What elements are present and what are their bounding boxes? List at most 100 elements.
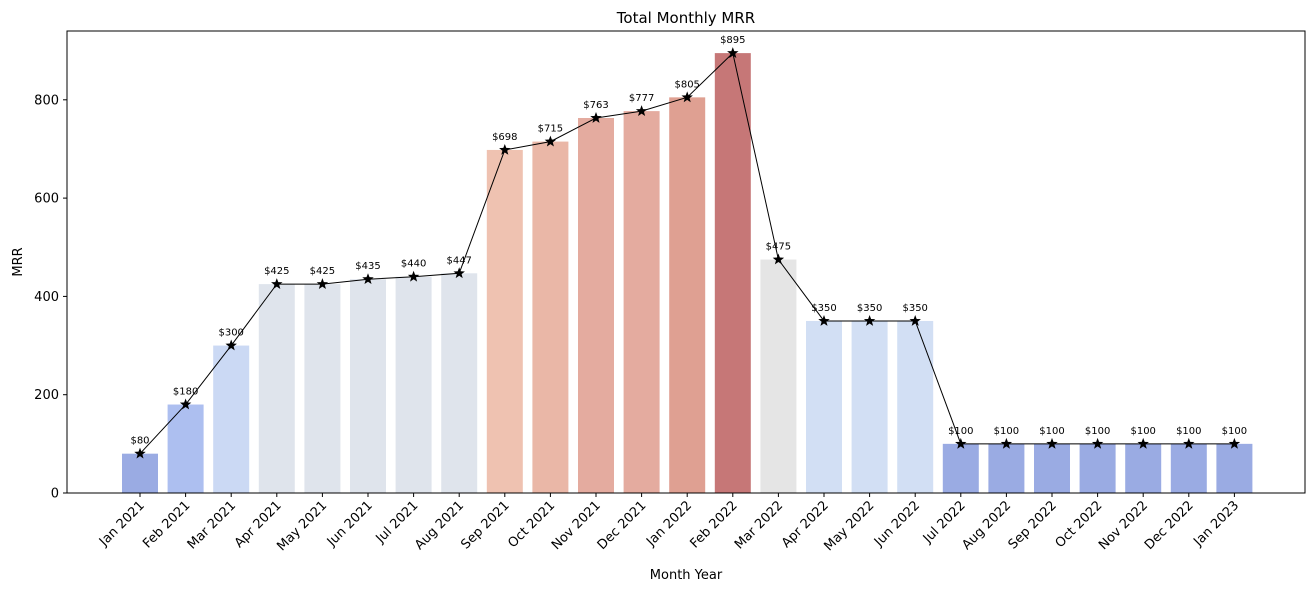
point-marker-6	[407, 270, 420, 282]
bars-layer	[122, 53, 1253, 494]
y-tick-label-3: 600	[34, 192, 59, 207]
bar-1	[167, 404, 204, 493]
bar-5	[350, 279, 386, 493]
point-marker-17	[909, 314, 921, 326]
bar-22	[1125, 443, 1162, 493]
point-marker-19	[1000, 437, 1013, 449]
point-marker-7	[453, 267, 465, 279]
data-label-5: $435	[355, 261, 380, 272]
point-marker-5	[362, 273, 374, 285]
bar-10	[578, 117, 614, 493]
bar-4	[304, 284, 341, 493]
data-label-23: $100	[1176, 426, 1201, 437]
point-marker-12	[681, 91, 693, 103]
x-tick-label-16: May 2022	[822, 498, 878, 554]
bar-13	[714, 53, 751, 494]
bar-16	[851, 320, 888, 493]
bar-0	[122, 453, 158, 493]
data-label-21: $100	[1085, 426, 1110, 437]
bar-11	[623, 111, 660, 493]
x-tick-label-0: Jan 2021	[96, 498, 148, 550]
x-tick-label-7: Aug 2021	[412, 498, 467, 553]
bar-20	[1034, 443, 1070, 493]
bar-3	[258, 284, 295, 493]
bar-15	[806, 320, 842, 493]
bar-21	[1079, 443, 1116, 493]
data-label-14: $475	[766, 242, 791, 253]
bar-8	[486, 149, 523, 493]
x-tick-label-24: Jan 2023	[1190, 498, 1242, 550]
data-label-13: $895	[720, 35, 745, 46]
x-tick-label-8: Sep 2021	[458, 498, 512, 552]
data-label-20: $100	[1039, 426, 1064, 437]
x-tick-label-5: Jun 2021	[324, 498, 376, 550]
chart-title: Total Monthly MRR	[616, 9, 755, 27]
data-label-19: $100	[994, 426, 1019, 437]
bar-7	[441, 273, 478, 493]
x-tick-label-4: May 2021	[274, 498, 330, 554]
data-label-8: $698	[492, 132, 517, 143]
data-label-4: $425	[310, 266, 335, 277]
point-marker-24	[1228, 437, 1241, 449]
bar-18	[942, 443, 979, 493]
bar-9	[532, 141, 569, 493]
plot-frame	[66, 30, 1306, 494]
data-label-16: $350	[857, 303, 882, 314]
x-tick-label-11: Dec 2021	[595, 498, 650, 553]
data-label-6: $440	[401, 259, 426, 270]
bar-2	[213, 345, 250, 493]
point-marker-23	[1183, 437, 1195, 449]
point-marker-8	[499, 143, 511, 155]
data-label-0: $80	[130, 436, 149, 447]
data-label-18: $100	[948, 426, 973, 437]
point-marker-18	[955, 437, 967, 449]
data-label-9: $715	[538, 124, 563, 135]
bar-23	[1170, 443, 1207, 493]
data-label-1: $180	[173, 387, 198, 398]
data-label-3: $425	[264, 266, 289, 277]
point-marker-13	[727, 47, 739, 58]
bar-12	[669, 97, 706, 493]
point-marker-9	[544, 135, 557, 147]
line-layer	[134, 47, 1241, 459]
x-tick-label-2: Mar 2021	[185, 498, 239, 552]
y-tick-label-1: 200	[34, 388, 59, 403]
data-label-10: $763	[583, 100, 608, 111]
point-marker-20	[1046, 437, 1058, 449]
data-label-12: $805	[674, 79, 699, 90]
y-tick-label-0: 0	[51, 487, 59, 502]
x-tick-label-17: Jun 2022	[871, 498, 923, 550]
x-tick-label-14: Mar 2022	[732, 498, 786, 552]
point-marker-16	[863, 314, 876, 326]
data-label-17: $350	[902, 303, 927, 314]
x-tick-label-23: Dec 2022	[1142, 498, 1197, 553]
data-label-24: $100	[1222, 426, 1247, 437]
point-marker-14	[772, 253, 785, 265]
point-marker-11	[635, 105, 648, 116]
y-tick-label-2: 400	[34, 290, 59, 305]
bar-14	[760, 259, 797, 493]
x-tick-label-19: Aug 2022	[959, 498, 1014, 553]
data-label-15: $350	[811, 303, 836, 314]
data-label-7: $447	[446, 255, 471, 266]
point-marker-0	[134, 447, 146, 459]
bar-24	[1216, 443, 1253, 493]
x-axis-label: Month Year	[650, 568, 723, 583]
point-marker-22	[1137, 437, 1149, 449]
x-tick-label-10: Nov 2021	[549, 498, 604, 553]
bar-17	[897, 320, 934, 493]
data-label-11: $777	[629, 93, 654, 104]
point-marker-15	[818, 314, 830, 326]
bar-19	[988, 443, 1025, 493]
x-tick-label-22: Nov 2022	[1096, 498, 1151, 553]
y-tick-label-4: 800	[34, 93, 59, 108]
point-marker-2	[225, 339, 237, 351]
point-marker-1	[179, 398, 192, 410]
data-label-2: $300	[218, 328, 243, 339]
x-tick-label-20: Sep 2022	[1006, 498, 1060, 552]
y-axis-label: MRR	[11, 247, 26, 276]
point-marker-4	[316, 278, 329, 289]
bar-6	[395, 276, 432, 493]
x-tick-label-12: Jan 2022	[643, 498, 695, 550]
